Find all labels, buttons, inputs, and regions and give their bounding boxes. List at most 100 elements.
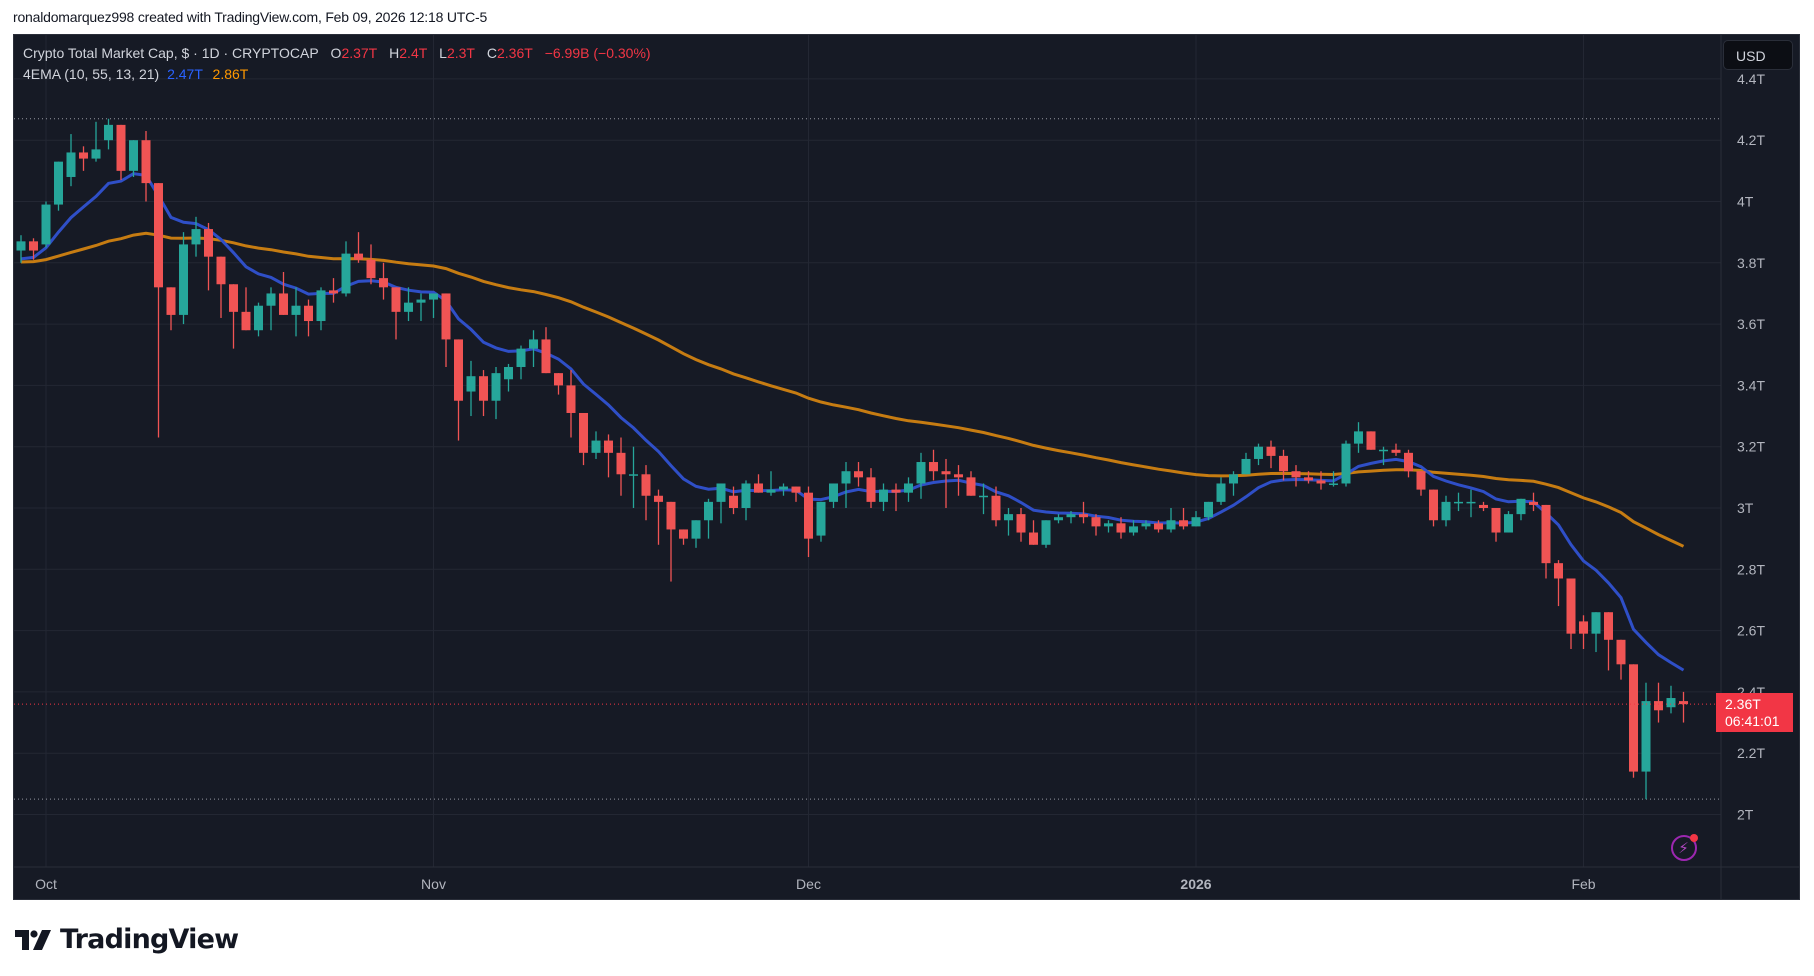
candle[interactable] bbox=[904, 483, 913, 493]
candle[interactable] bbox=[879, 489, 888, 502]
candle[interactable] bbox=[816, 501, 826, 536]
candle[interactable] bbox=[979, 495, 988, 498]
candle[interactable] bbox=[929, 462, 938, 472]
candle[interactable] bbox=[991, 495, 1001, 521]
candle[interactable] bbox=[1616, 639, 1626, 665]
candle[interactable] bbox=[941, 471, 951, 475]
candle[interactable] bbox=[1104, 523, 1113, 527]
candle[interactable] bbox=[1229, 474, 1238, 484]
candle[interactable] bbox=[216, 256, 226, 285]
candle[interactable] bbox=[204, 229, 213, 257]
candle[interactable] bbox=[504, 367, 513, 380]
candle[interactable] bbox=[1566, 578, 1576, 634]
candle[interactable] bbox=[1141, 523, 1151, 527]
candle[interactable] bbox=[866, 477, 876, 502]
candle[interactable] bbox=[1479, 504, 1488, 508]
candle[interactable] bbox=[1329, 483, 1338, 485]
candle[interactable] bbox=[141, 140, 151, 184]
candle[interactable] bbox=[1341, 443, 1351, 484]
candle[interactable] bbox=[379, 278, 388, 288]
currency-button[interactable]: USD bbox=[1723, 40, 1793, 70]
candle[interactable] bbox=[591, 440, 601, 453]
candle[interactable] bbox=[616, 452, 626, 475]
candle[interactable] bbox=[404, 302, 413, 312]
candle[interactable] bbox=[1591, 612, 1601, 634]
candle[interactable] bbox=[966, 477, 976, 496]
candle[interactable] bbox=[1004, 514, 1013, 521]
candle[interactable] bbox=[604, 440, 613, 453]
lightning-icon[interactable]: ⚡ bbox=[1670, 834, 1698, 862]
candle[interactable] bbox=[229, 284, 238, 312]
candle[interactable] bbox=[166, 287, 176, 315]
candle[interactable] bbox=[841, 471, 851, 484]
candle[interactable] bbox=[266, 293, 276, 306]
candle[interactable] bbox=[104, 124, 113, 141]
candle[interactable] bbox=[1579, 621, 1588, 634]
candle[interactable] bbox=[1166, 520, 1176, 530]
candle[interactable] bbox=[891, 489, 901, 493]
candle[interactable] bbox=[354, 253, 363, 260]
candle[interactable] bbox=[1416, 471, 1426, 490]
candle[interactable] bbox=[741, 483, 751, 508]
candle[interactable] bbox=[1454, 501, 1463, 504]
candle[interactable] bbox=[454, 339, 463, 401]
candle[interactable] bbox=[1316, 480, 1326, 484]
candle[interactable] bbox=[1429, 489, 1438, 521]
candle[interactable] bbox=[1079, 514, 1088, 518]
candlestick-chart[interactable]: 4.4T 4.2T 4T 3.8T 3.6T 3.4T 3.2T 3T 2.8T 2.6T 2.4T… bbox=[14, 35, 1800, 900]
candle[interactable] bbox=[1204, 501, 1213, 518]
candle[interactable] bbox=[1029, 532, 1038, 545]
candle[interactable] bbox=[241, 311, 251, 331]
candle[interactable] bbox=[279, 293, 288, 315]
candle[interactable] bbox=[16, 241, 26, 251]
candle[interactable] bbox=[441, 293, 451, 340]
candle[interactable] bbox=[1641, 701, 1651, 772]
candle[interactable] bbox=[1391, 449, 1401, 453]
candle[interactable] bbox=[916, 462, 926, 484]
candle[interactable] bbox=[1216, 483, 1226, 502]
candle[interactable] bbox=[1254, 446, 1263, 459]
candle[interactable] bbox=[779, 486, 788, 490]
candle[interactable] bbox=[1666, 698, 1676, 708]
candle[interactable] bbox=[1404, 452, 1413, 472]
candle[interactable] bbox=[1541, 504, 1551, 564]
candle[interactable] bbox=[1379, 449, 1388, 452]
candle[interactable] bbox=[666, 501, 676, 530]
candle[interactable] bbox=[391, 287, 401, 312]
candle[interactable] bbox=[316, 290, 326, 322]
candle[interactable] bbox=[341, 253, 351, 294]
candle[interactable] bbox=[1066, 514, 1076, 518]
candle[interactable] bbox=[1516, 498, 1526, 515]
candle[interactable] bbox=[1654, 701, 1663, 711]
candle[interactable] bbox=[1354, 431, 1363, 444]
candle[interactable] bbox=[54, 161, 63, 205]
candle[interactable] bbox=[491, 373, 501, 401]
candle[interactable] bbox=[129, 140, 138, 171]
candle[interactable] bbox=[1679, 701, 1688, 705]
candle[interactable] bbox=[629, 474, 638, 476]
candle[interactable] bbox=[1529, 501, 1538, 505]
candle[interactable] bbox=[791, 486, 801, 493]
candle[interactable] bbox=[479, 376, 488, 401]
candle[interactable] bbox=[66, 152, 76, 177]
candle[interactable] bbox=[1091, 517, 1101, 527]
candle[interactable] bbox=[1504, 514, 1513, 533]
candle[interactable] bbox=[679, 529, 688, 539]
candle[interactable] bbox=[579, 412, 588, 453]
candle[interactable] bbox=[1054, 517, 1063, 521]
candle[interactable] bbox=[829, 483, 838, 502]
candle[interactable] bbox=[566, 385, 576, 413]
indicator-title[interactable]: 4EMA (10, 55, 13, 21) bbox=[23, 66, 160, 82]
candle[interactable] bbox=[854, 471, 863, 478]
candle[interactable] bbox=[1291, 471, 1301, 478]
candle[interactable] bbox=[1441, 501, 1451, 521]
candle[interactable] bbox=[641, 474, 651, 496]
candle[interactable] bbox=[1554, 563, 1563, 579]
candle[interactable] bbox=[766, 489, 776, 493]
candle[interactable] bbox=[1491, 508, 1501, 533]
candle[interactable] bbox=[1241, 458, 1251, 475]
candle[interactable] bbox=[254, 305, 263, 331]
candle[interactable] bbox=[954, 474, 963, 478]
candle[interactable] bbox=[716, 483, 726, 502]
candle[interactable] bbox=[179, 244, 188, 315]
